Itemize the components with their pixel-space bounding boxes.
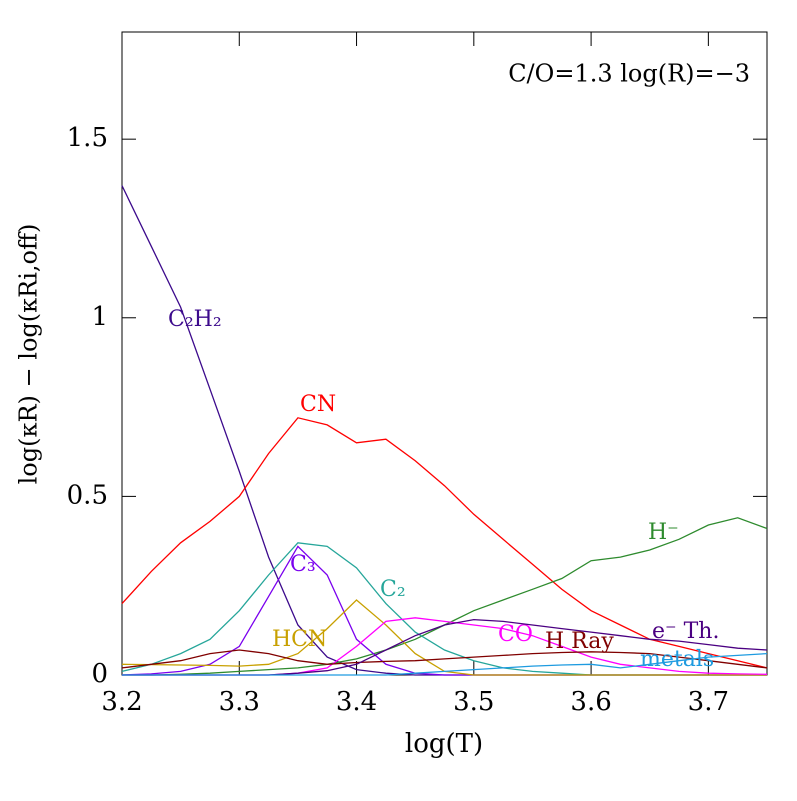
series-label: C₃	[290, 552, 316, 577]
x-tick-label: 3.5	[453, 687, 494, 717]
series-label: CO	[498, 622, 533, 647]
x-tick-label: 3.7	[688, 687, 729, 717]
y-tick-label: 0.5	[67, 480, 108, 510]
series-label: e⁻ Th.	[652, 619, 719, 644]
series-label: HCN	[272, 627, 327, 652]
series-line	[121, 417, 768, 669]
y-axis-label: log(κR) − log(κRi,off)	[15, 224, 43, 485]
y-tick-label: 1	[91, 302, 108, 332]
y-tick-label: 0	[91, 659, 108, 689]
series-label: metals	[640, 647, 714, 672]
series-label: CN	[300, 392, 336, 417]
x-tick-label: 3.4	[336, 687, 377, 717]
annotation: C/O=1.3 log(R)=−3	[508, 60, 750, 88]
x-axis-label: log(T)	[405, 729, 483, 759]
x-tick-label: 3.2	[101, 687, 142, 717]
series-line	[121, 185, 767, 676]
series-line	[122, 652, 768, 676]
series-label: C₂H₂	[168, 307, 222, 332]
y-tick-label: 1.5	[67, 123, 108, 153]
x-tick-label: 3.3	[219, 687, 260, 717]
plot-frame	[121, 31, 768, 676]
x-tick-label: 3.6	[570, 687, 611, 717]
series-label: H Ray	[545, 629, 614, 654]
series-line	[121, 649, 768, 669]
series-label: H⁻	[648, 520, 679, 545]
series-label: C₂	[380, 577, 406, 602]
